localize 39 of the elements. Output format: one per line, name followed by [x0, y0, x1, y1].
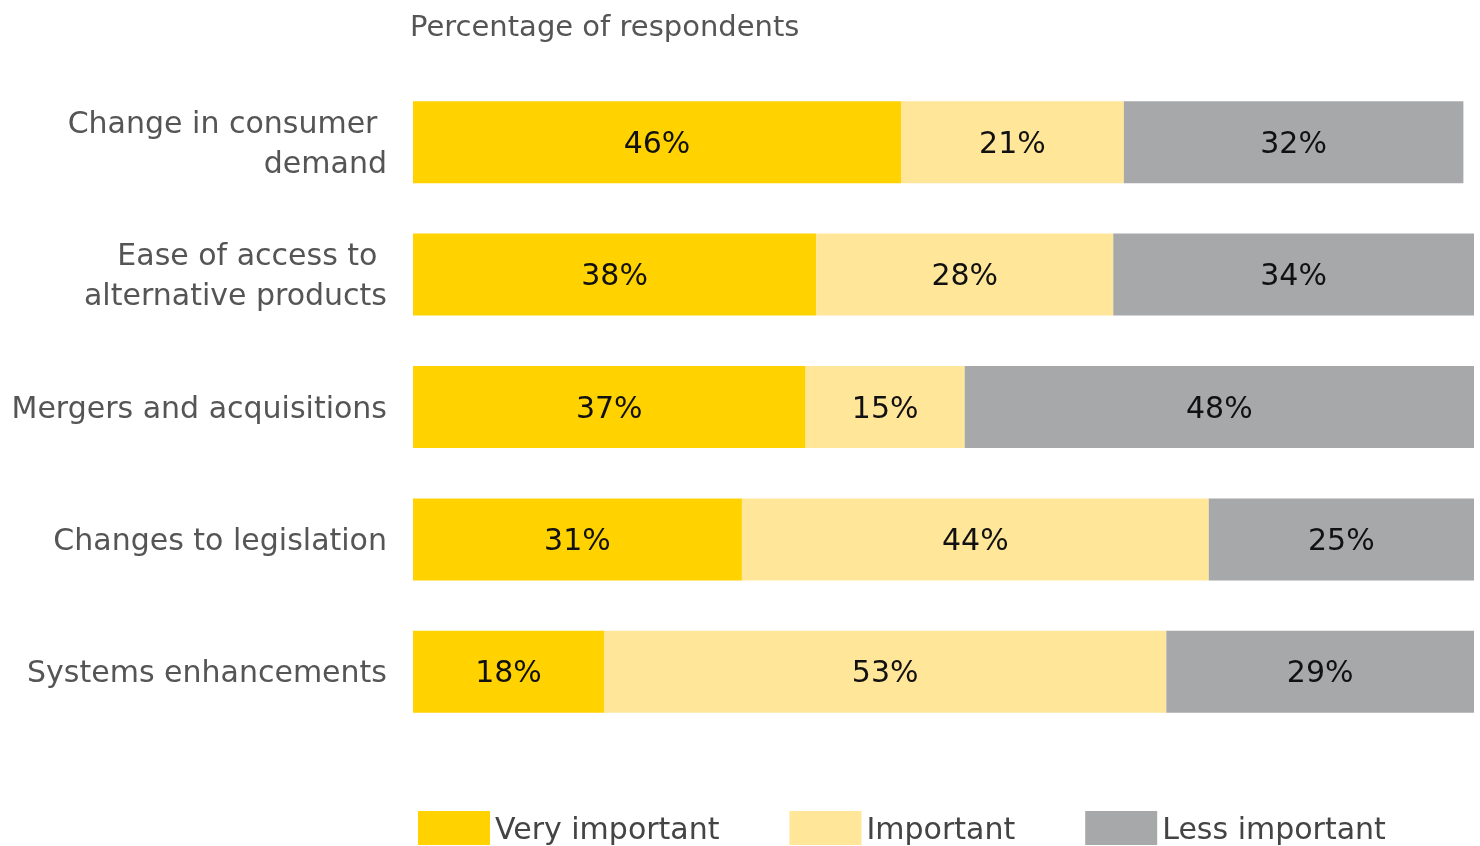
bar — [741, 498, 1209, 581]
data-label: 34% — [1260, 257, 1327, 293]
bar — [1208, 498, 1474, 581]
bar — [816, 233, 1114, 316]
y-tick-label: Ease of access to alternative products — [83, 237, 387, 313]
data-label: 29% — [1286, 654, 1354, 690]
bar — [1123, 101, 1464, 184]
data-label: 31% — [544, 521, 611, 557]
chart-title: Percentage of respondents — [410, 8, 800, 43]
data-label: 28% — [931, 257, 999, 293]
bar — [964, 366, 1474, 448]
data-label: 53% — [851, 654, 919, 690]
legend-label: Very important — [495, 810, 720, 846]
y-tick-label: Changes to legislation — [53, 521, 387, 557]
y-tick-label: Systems enhancements — [27, 654, 387, 690]
bar — [413, 101, 902, 184]
data-label: 15% — [851, 389, 919, 425]
y-tick-label: Change in consumer demand — [67, 104, 387, 180]
y-tick-label: Mergers and acquisitions — [11, 389, 387, 425]
data-label: 44% — [941, 521, 1009, 557]
data-label: 38% — [581, 257, 648, 293]
data-label: 18% — [475, 654, 542, 690]
data-label: 25% — [1308, 521, 1375, 557]
bar — [603, 630, 1167, 713]
bar — [413, 233, 817, 316]
bar — [901, 101, 1124, 184]
data-label: 48% — [1186, 389, 1253, 425]
data-label: 37% — [575, 389, 643, 425]
legend-label: Important — [866, 810, 1016, 846]
data-label: 21% — [979, 124, 1046, 160]
data-label: 32% — [1260, 124, 1327, 160]
data-label: 46% — [623, 124, 691, 160]
bar — [413, 630, 604, 713]
bar — [805, 366, 965, 448]
bar — [1113, 233, 1474, 316]
bar — [413, 366, 806, 448]
bar — [413, 498, 742, 581]
bar — [1166, 630, 1474, 713]
legend-label: Less important — [1162, 810, 1387, 846]
